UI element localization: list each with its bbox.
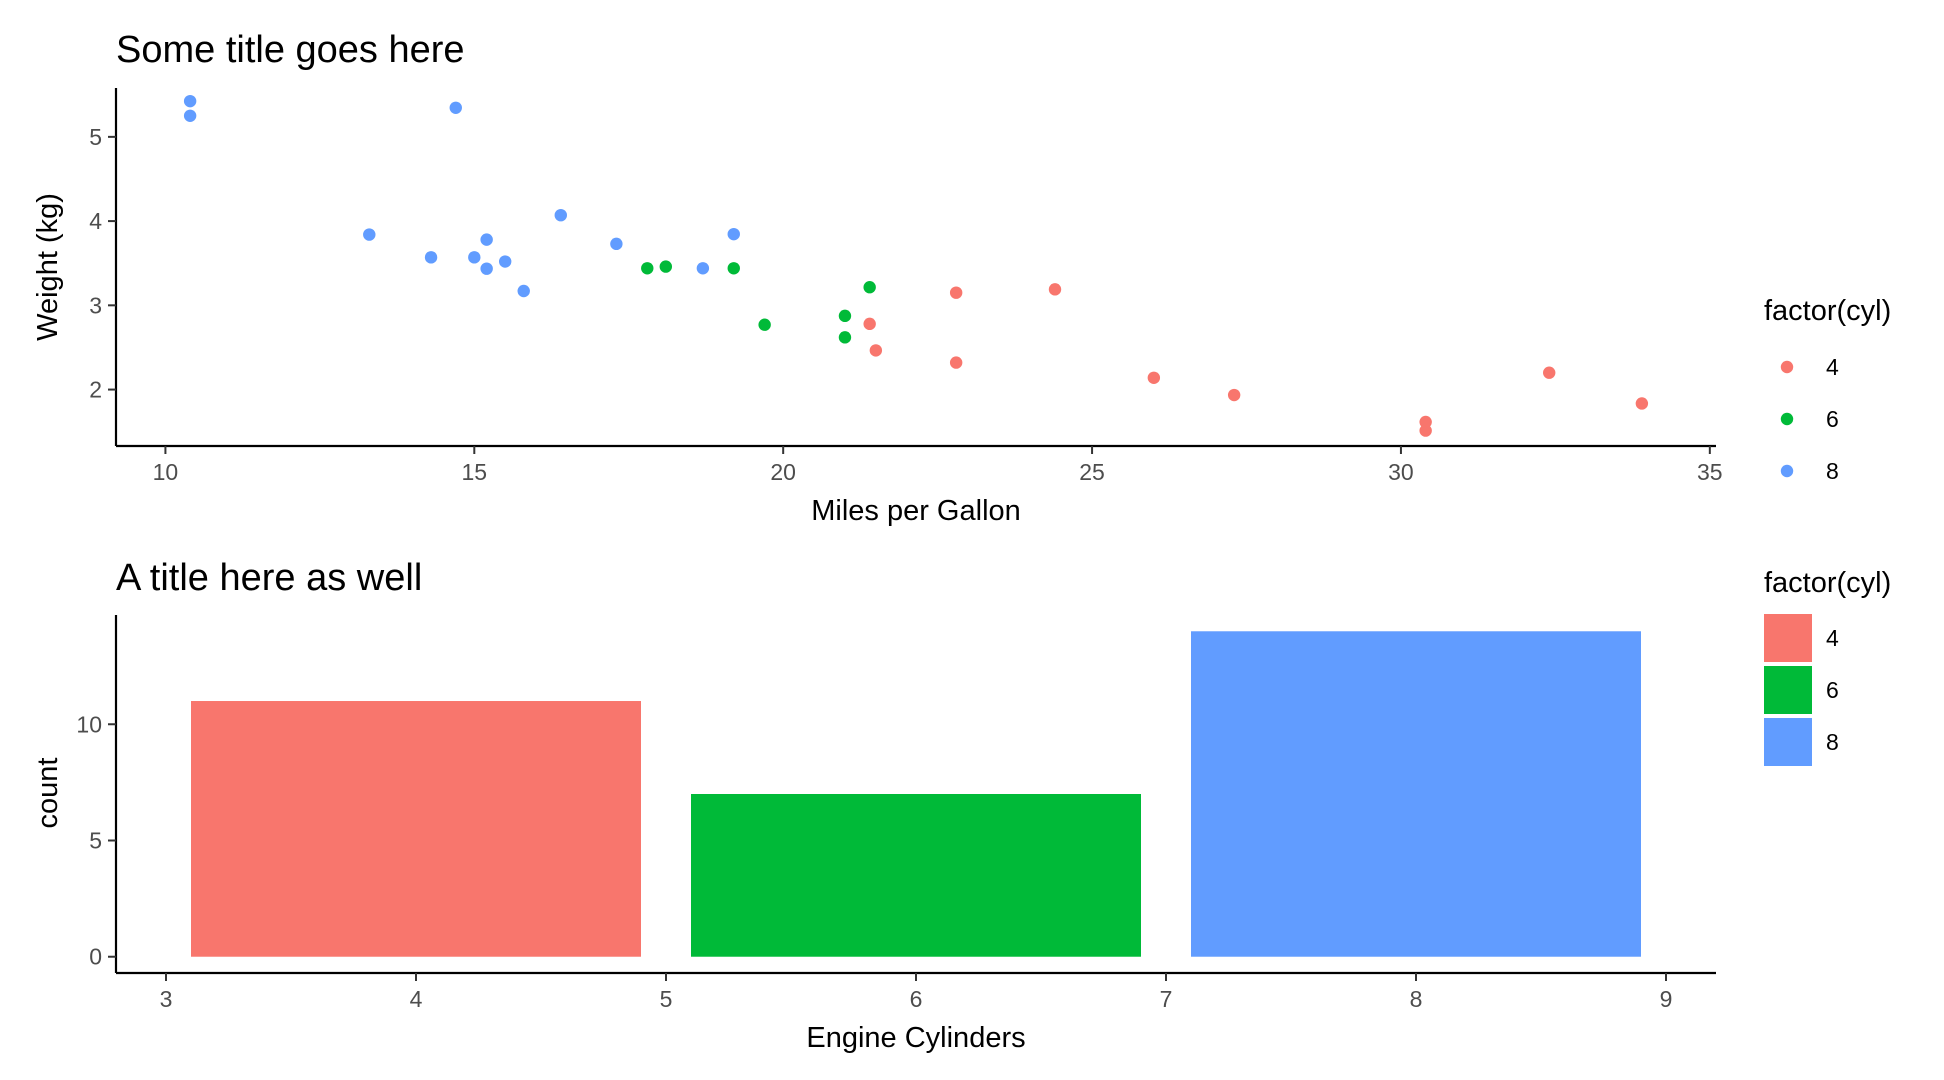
scatter-x-tick-label: 10 xyxy=(153,459,179,485)
scatter-legend: factor(cyl) 4 6 8 xyxy=(1764,295,1891,484)
scatter-x-axis-title: Miles per Gallon xyxy=(811,495,1021,527)
bar-legend-label: 6 xyxy=(1826,677,1839,703)
scatter-point xyxy=(1543,366,1556,379)
bar-x-tick-label: 7 xyxy=(1160,986,1173,1012)
scatter-point xyxy=(183,94,197,108)
scatter-legend-label: 8 xyxy=(1826,458,1839,484)
bar-legend-items: 4 6 8 xyxy=(1764,614,1839,766)
scatter-point xyxy=(183,109,197,122)
scatter-y-ticks: 2 3 4 5 xyxy=(89,124,116,403)
scatter-legend-items: 4 6 8 xyxy=(1780,354,1839,484)
bar-x-tick-label: 4 xyxy=(410,986,423,1012)
bar-x-tick-label: 6 xyxy=(910,986,923,1012)
scatter-panel: Some title goes here 10 15 20 25 30 35 2 3 4 5 M… xyxy=(32,29,1891,527)
scatter-legend-key xyxy=(1780,464,1794,478)
scatter-point xyxy=(869,344,883,357)
bar-title: A title here as well xyxy=(116,557,422,599)
scatter-point xyxy=(641,262,654,275)
scatter-point xyxy=(838,309,852,323)
scatter-y-tick-label: 4 xyxy=(89,208,102,234)
scatter-y-tick-label: 2 xyxy=(89,377,102,403)
scatter-point xyxy=(863,281,876,294)
bar-x-tick-label: 9 xyxy=(1660,986,1673,1012)
scatter-x-tick-label: 25 xyxy=(1079,459,1105,485)
scatter-y-axis-title: Weight (kg) xyxy=(32,193,64,341)
scatter-point xyxy=(863,317,876,331)
scatter-legend-key xyxy=(1780,412,1794,426)
scatter-point xyxy=(838,331,852,344)
scatter-points xyxy=(183,94,1649,437)
scatter-point xyxy=(1227,388,1241,402)
scatter-point xyxy=(758,318,771,331)
scatter-x-tick-label: 30 xyxy=(1388,459,1414,485)
bar-x-tick-label: 8 xyxy=(1410,986,1423,1012)
scatter-point xyxy=(949,286,963,299)
scatter-point xyxy=(1048,283,1062,296)
bar-y-axis-title: count xyxy=(32,758,64,829)
scatter-point xyxy=(498,255,512,268)
bar-legend-key xyxy=(1764,614,1812,662)
scatter-point xyxy=(363,228,376,241)
bar-panel: A title here as well 3 4 5 6 7 8 9 0 5 10 Engine… xyxy=(32,557,1891,1054)
bar-legend-title: factor(cyl) xyxy=(1764,567,1891,599)
bar-y-tick-label: 10 xyxy=(76,711,102,737)
scatter-point xyxy=(1147,371,1161,384)
scatter-point xyxy=(554,208,567,222)
scatter-x-tick-label: 15 xyxy=(462,459,488,485)
scatter-point xyxy=(1635,397,1649,410)
bar-rects xyxy=(191,631,1641,957)
scatter-point xyxy=(949,356,963,369)
bar-y-ticks: 0 5 10 xyxy=(76,711,116,970)
scatter-point xyxy=(659,260,673,273)
bar-x-axis-title: Engine Cylinders xyxy=(806,1022,1025,1054)
bar-x-tick-label: 5 xyxy=(660,986,673,1012)
scatter-y-tick-label: 3 xyxy=(89,292,102,318)
bar-y-tick-label: 5 xyxy=(89,827,102,853)
scatter-point xyxy=(610,237,623,251)
scatter-x-tick-label: 35 xyxy=(1697,459,1723,485)
scatter-point xyxy=(517,284,530,298)
scatter-x-tick-label: 20 xyxy=(770,459,796,485)
scatter-point xyxy=(696,262,710,275)
bar xyxy=(1191,631,1641,957)
bar-y-tick-label: 0 xyxy=(89,944,102,970)
scatter-point xyxy=(727,262,740,275)
scatter-y-tick-label: 5 xyxy=(89,124,102,150)
scatter-legend-title: factor(cyl) xyxy=(1764,295,1891,327)
scatter-point xyxy=(480,233,493,246)
scatter-point xyxy=(1419,424,1432,437)
bar xyxy=(191,701,641,957)
bar xyxy=(691,794,1141,957)
scatter-point xyxy=(480,262,493,275)
scatter-legend-label: 4 xyxy=(1826,354,1839,380)
bar-legend-key xyxy=(1764,666,1812,714)
scatter-x-ticks: 10 15 20 25 30 35 xyxy=(153,446,1723,485)
scatter-legend-key xyxy=(1780,360,1794,374)
bar-x-tick-label: 3 xyxy=(160,986,173,1012)
scatter-point xyxy=(449,101,462,114)
bar-legend-key xyxy=(1764,718,1812,766)
bar-legend-label: 8 xyxy=(1826,729,1839,755)
scatter-point xyxy=(727,227,740,241)
scatter-point xyxy=(468,251,481,264)
scatter-title: Some title goes here xyxy=(116,29,465,71)
scatter-point xyxy=(424,251,438,264)
scatter-legend-label: 6 xyxy=(1826,406,1839,432)
bar-x-ticks: 3 4 5 6 7 8 9 xyxy=(160,973,1673,1012)
bar-legend: factor(cyl) 4 6 8 xyxy=(1764,567,1891,766)
bar-legend-label: 4 xyxy=(1826,625,1839,651)
scatter-point xyxy=(1419,415,1432,429)
